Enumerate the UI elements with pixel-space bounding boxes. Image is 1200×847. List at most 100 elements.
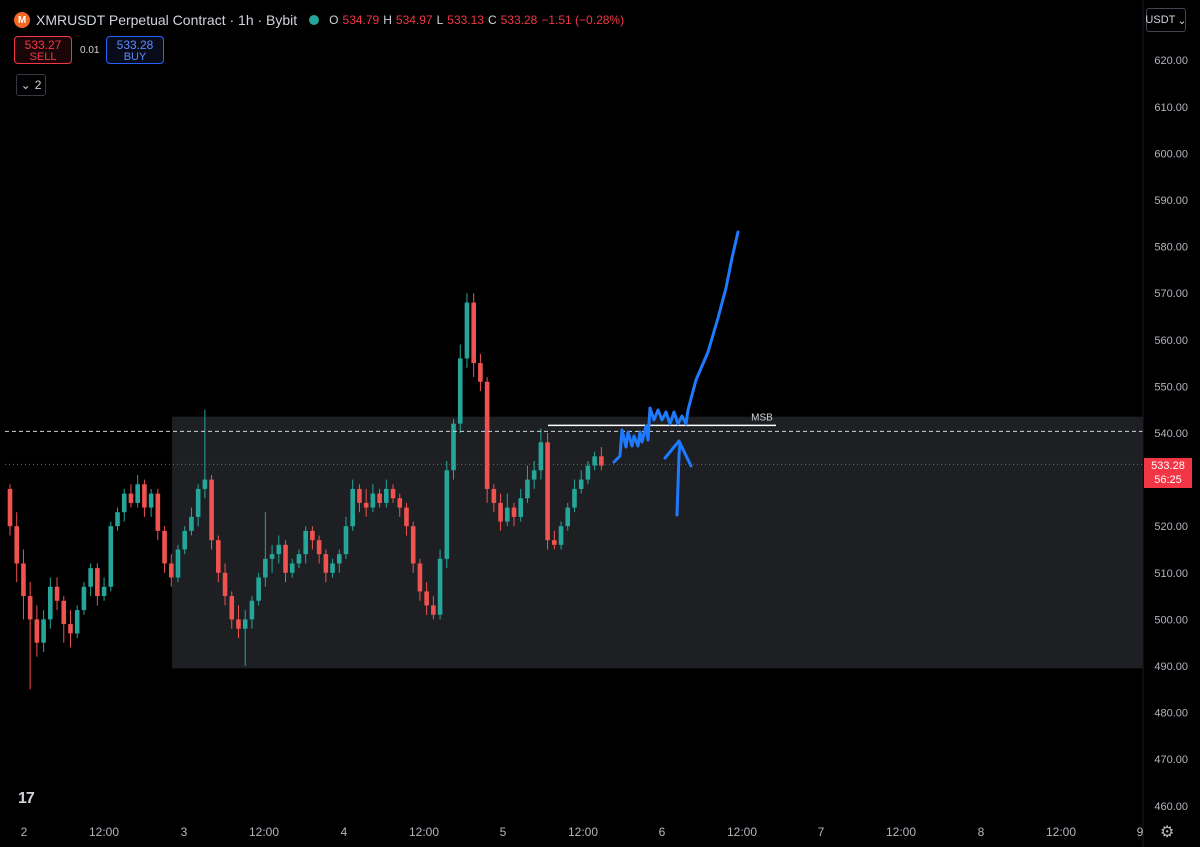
candle xyxy=(68,610,73,648)
gear-icon[interactable]: ⚙ xyxy=(1160,824,1175,841)
candle xyxy=(565,502,571,531)
candle-body xyxy=(249,600,255,620)
candle xyxy=(457,344,463,433)
candle xyxy=(397,493,403,517)
candle xyxy=(464,293,470,368)
candle xyxy=(384,479,389,508)
candle-body xyxy=(444,470,450,559)
demand-zone[interactable] xyxy=(172,416,1143,669)
candle xyxy=(249,596,255,629)
candle-body xyxy=(162,530,167,564)
projection-path xyxy=(612,230,740,464)
candle xyxy=(202,409,208,499)
candle-body xyxy=(108,526,114,587)
candle xyxy=(54,577,60,611)
spread-value: 0.01 xyxy=(80,44,100,56)
candle-body xyxy=(175,549,181,578)
candle-body xyxy=(585,465,591,480)
candle-body xyxy=(135,484,140,503)
tradingview-logo-icon[interactable]: 17 xyxy=(18,790,35,807)
candle-body xyxy=(451,423,456,471)
candle xyxy=(81,582,87,615)
candle-body xyxy=(283,544,288,573)
currency-selector[interactable]: USDT ⌄ xyxy=(1145,8,1187,32)
price-tick-label: 550.00 xyxy=(1154,381,1188,393)
candle-body xyxy=(484,381,490,489)
candle-body xyxy=(377,493,382,503)
candle xyxy=(451,419,456,480)
candle xyxy=(7,484,13,536)
time-axis[interactable]: 2 12:00 3 12:00 4 12:00 5 12:00 6 12:00 7 12:00 8 12:… xyxy=(21,825,1144,839)
candle xyxy=(175,544,181,583)
candle xyxy=(336,549,342,573)
candle-body xyxy=(558,526,564,545)
candle-body xyxy=(437,558,443,615)
indicators-toggle[interactable]: ⌄ 2 xyxy=(16,74,46,96)
symbol-title[interactable]: XMRUSDT Perpetual Contract · 1h · Bybit xyxy=(36,12,298,28)
candle-body xyxy=(384,488,389,503)
candle xyxy=(256,572,261,606)
time-tick-label: 4 xyxy=(341,825,348,839)
candle xyxy=(377,488,382,508)
candle xyxy=(34,605,40,657)
sell-button[interactable]: 533.27 SELL xyxy=(14,36,72,64)
candle-body xyxy=(498,502,503,522)
candle xyxy=(410,521,416,573)
candle-body xyxy=(350,488,356,527)
candle xyxy=(357,484,362,513)
candle xyxy=(592,451,597,471)
candle-body xyxy=(310,530,315,541)
hand-drawn-annotation xyxy=(612,230,740,517)
candle xyxy=(74,605,80,639)
candle-body xyxy=(336,554,342,564)
candle-body xyxy=(538,442,544,471)
candle-body xyxy=(565,507,571,527)
price-tick-label: 560.00 xyxy=(1154,335,1188,347)
candle xyxy=(350,479,356,531)
candle xyxy=(128,484,134,508)
candle-body xyxy=(491,488,497,503)
candle xyxy=(195,484,201,527)
candle-body xyxy=(357,488,362,503)
candle-body xyxy=(236,619,241,629)
price-tick-label: 540.00 xyxy=(1154,428,1188,440)
candle xyxy=(511,502,517,527)
time-tick-label: 7 xyxy=(818,825,825,839)
candle xyxy=(417,558,423,601)
candle xyxy=(142,479,147,517)
msb-label: MSB xyxy=(751,412,773,423)
candle-body xyxy=(417,563,423,592)
candle-countdown: 56:25 xyxy=(1154,474,1182,486)
candle-body xyxy=(424,591,429,606)
candle xyxy=(222,563,228,606)
time-tick-label: 5 xyxy=(500,825,507,839)
candle-body xyxy=(88,568,93,587)
candle xyxy=(310,526,315,550)
price-tick-label: 490.00 xyxy=(1154,661,1188,673)
time-tick-label: 6 xyxy=(659,825,666,839)
candle xyxy=(444,460,450,569)
candle xyxy=(115,507,120,531)
candle xyxy=(316,535,322,564)
time-tick-label: 12:00 xyxy=(249,825,279,839)
candle xyxy=(14,512,20,583)
candle xyxy=(491,484,497,513)
candle-body xyxy=(471,302,476,364)
price-tick-label: 620.00 xyxy=(1154,55,1188,67)
price-tick-label: 470.00 xyxy=(1154,754,1188,766)
chevron-down-icon: ⌄ xyxy=(20,78,31,92)
buy-button[interactable]: 533.28 BUY xyxy=(106,36,164,64)
candle xyxy=(88,563,93,597)
candle-body xyxy=(14,526,20,564)
candle xyxy=(518,488,524,522)
candle xyxy=(572,479,577,513)
candle xyxy=(404,502,409,536)
candle xyxy=(343,516,349,559)
candle xyxy=(101,577,107,601)
candle-body xyxy=(363,502,369,508)
candle-body xyxy=(148,493,154,508)
time-tick-label: 12:00 xyxy=(409,825,439,839)
candle xyxy=(545,433,550,550)
candle xyxy=(431,596,436,620)
